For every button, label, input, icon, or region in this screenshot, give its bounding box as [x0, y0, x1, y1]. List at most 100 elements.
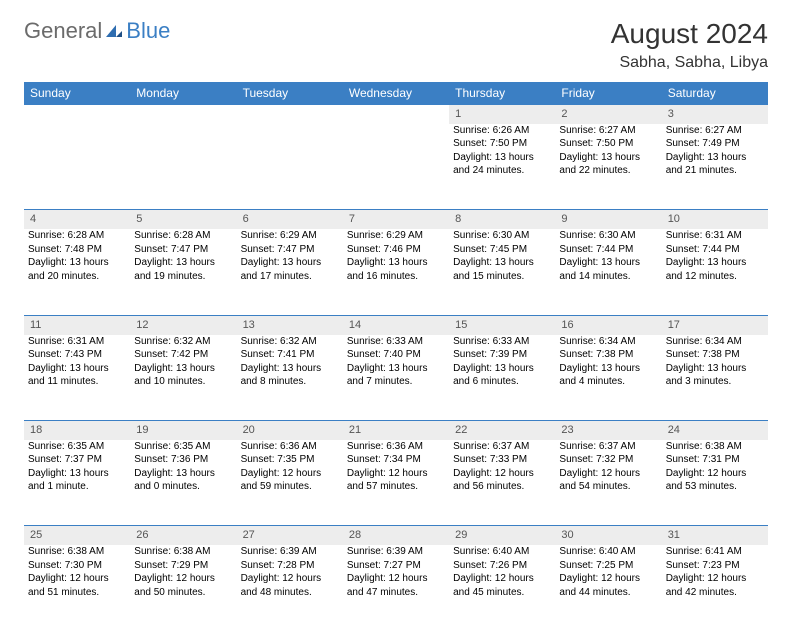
day-number: 8: [449, 210, 555, 229]
sunrise-text: Sunrise: 6:36 AM: [241, 440, 339, 454]
day-cell: Sunrise: 6:35 AMSunset: 7:37 PMDaylight:…: [24, 440, 130, 526]
brand-text-2: Blue: [126, 18, 170, 44]
sunrise-text: Sunrise: 6:35 AM: [134, 440, 232, 454]
sunrise-text: Sunrise: 6:32 AM: [241, 335, 339, 349]
calendar-table: Sunday Monday Tuesday Wednesday Thursday…: [24, 82, 768, 631]
sunrise-text: Sunrise: 6:34 AM: [666, 335, 764, 349]
day-number: 17: [662, 315, 768, 334]
sunrise-text: Sunrise: 6:33 AM: [347, 335, 445, 349]
sunset-text: Sunset: 7:37 PM: [28, 453, 126, 467]
day-cell: Sunrise: 6:28 AMSunset: 7:47 PMDaylight:…: [130, 229, 236, 315]
sunrise-text: Sunrise: 6:36 AM: [347, 440, 445, 454]
sunset-text: Sunset: 7:26 PM: [453, 559, 551, 573]
day-number: 22: [449, 421, 555, 440]
day-cell: Sunrise: 6:27 AMSunset: 7:50 PMDaylight:…: [555, 124, 661, 210]
sunset-text: Sunset: 7:34 PM: [347, 453, 445, 467]
day-cell: Sunrise: 6:32 AMSunset: 7:41 PMDaylight:…: [237, 335, 343, 421]
day-number: 30: [555, 526, 661, 545]
day-cell: Sunrise: 6:37 AMSunset: 7:32 PMDaylight:…: [555, 440, 661, 526]
sunrise-text: Sunrise: 6:38 AM: [666, 440, 764, 454]
sunrise-text: Sunrise: 6:38 AM: [134, 545, 232, 559]
day-number: 18: [24, 421, 130, 440]
day-number: 23: [555, 421, 661, 440]
day-cell: Sunrise: 6:30 AMSunset: 7:44 PMDaylight:…: [555, 229, 661, 315]
daylight-text: Daylight: 13 hours and 21 minutes.: [666, 151, 764, 178]
day-number-row: 11121314151617: [24, 315, 768, 334]
day-number: 6: [237, 210, 343, 229]
sunset-text: Sunset: 7:33 PM: [453, 453, 551, 467]
sunset-text: Sunset: 7:25 PM: [559, 559, 657, 573]
day-content-row: Sunrise: 6:31 AMSunset: 7:43 PMDaylight:…: [24, 335, 768, 421]
daylight-text: Daylight: 13 hours and 24 minutes.: [453, 151, 551, 178]
sunset-text: Sunset: 7:38 PM: [559, 348, 657, 362]
day-number: 27: [237, 526, 343, 545]
daylight-text: Daylight: 12 hours and 44 minutes.: [559, 572, 657, 599]
day-cell: Sunrise: 6:38 AMSunset: 7:29 PMDaylight:…: [130, 545, 236, 631]
day-cell: Sunrise: 6:41 AMSunset: 7:23 PMDaylight:…: [662, 545, 768, 631]
day-cell: Sunrise: 6:28 AMSunset: 7:48 PMDaylight:…: [24, 229, 130, 315]
day-cell: Sunrise: 6:29 AMSunset: 7:47 PMDaylight:…: [237, 229, 343, 315]
day-cell: Sunrise: 6:38 AMSunset: 7:30 PMDaylight:…: [24, 545, 130, 631]
day-number: 16: [555, 315, 661, 334]
sunset-text: Sunset: 7:50 PM: [453, 137, 551, 151]
sunset-text: Sunset: 7:41 PM: [241, 348, 339, 362]
day-number-row: 25262728293031: [24, 526, 768, 545]
sunset-text: Sunset: 7:31 PM: [666, 453, 764, 467]
day-cell: Sunrise: 6:34 AMSunset: 7:38 PMDaylight:…: [555, 335, 661, 421]
sunrise-text: Sunrise: 6:33 AM: [453, 335, 551, 349]
sunset-text: Sunset: 7:45 PM: [453, 243, 551, 257]
sunset-text: Sunset: 7:43 PM: [28, 348, 126, 362]
day-number: 26: [130, 526, 236, 545]
title-block: August 2024 Sabha, Sabha, Libya: [611, 18, 768, 72]
daylight-text: Daylight: 13 hours and 19 minutes.: [134, 256, 232, 283]
daylight-text: Daylight: 13 hours and 7 minutes.: [347, 362, 445, 389]
day-cell: Sunrise: 6:33 AMSunset: 7:39 PMDaylight:…: [449, 335, 555, 421]
day-cell: Sunrise: 6:37 AMSunset: 7:33 PMDaylight:…: [449, 440, 555, 526]
daylight-text: Daylight: 12 hours and 48 minutes.: [241, 572, 339, 599]
sunrise-text: Sunrise: 6:39 AM: [241, 545, 339, 559]
day-cell: Sunrise: 6:40 AMSunset: 7:25 PMDaylight:…: [555, 545, 661, 631]
day-header-row: Sunday Monday Tuesday Wednesday Thursday…: [24, 82, 768, 105]
sunset-text: Sunset: 7:44 PM: [666, 243, 764, 257]
day-number: [237, 105, 343, 124]
daylight-text: Daylight: 13 hours and 16 minutes.: [347, 256, 445, 283]
sunrise-text: Sunrise: 6:40 AM: [453, 545, 551, 559]
day-header: Sunday: [24, 82, 130, 105]
daylight-text: Daylight: 13 hours and 4 minutes.: [559, 362, 657, 389]
sunrise-text: Sunrise: 6:34 AM: [559, 335, 657, 349]
day-header: Thursday: [449, 82, 555, 105]
brand-mark-icon: [104, 21, 124, 41]
day-cell: Sunrise: 6:29 AMSunset: 7:46 PMDaylight:…: [343, 229, 449, 315]
page-header: General Blue August 2024 Sabha, Sabha, L…: [24, 18, 768, 72]
day-cell: Sunrise: 6:26 AMSunset: 7:50 PMDaylight:…: [449, 124, 555, 210]
sunrise-text: Sunrise: 6:31 AM: [666, 229, 764, 243]
daylight-text: Daylight: 12 hours and 54 minutes.: [559, 467, 657, 494]
day-cell: [343, 124, 449, 210]
day-number: [130, 105, 236, 124]
sunrise-text: Sunrise: 6:27 AM: [559, 124, 657, 138]
sunrise-text: Sunrise: 6:41 AM: [666, 545, 764, 559]
day-content-row: Sunrise: 6:26 AMSunset: 7:50 PMDaylight:…: [24, 124, 768, 210]
day-cell: [24, 124, 130, 210]
day-number: 28: [343, 526, 449, 545]
month-title: August 2024: [611, 18, 768, 50]
day-number: 10: [662, 210, 768, 229]
day-number: 7: [343, 210, 449, 229]
day-cell: [130, 124, 236, 210]
day-number: 3: [662, 105, 768, 124]
day-cell: Sunrise: 6:27 AMSunset: 7:49 PMDaylight:…: [662, 124, 768, 210]
daylight-text: Daylight: 13 hours and 10 minutes.: [134, 362, 232, 389]
day-cell: [237, 124, 343, 210]
sunset-text: Sunset: 7:38 PM: [666, 348, 764, 362]
daylight-text: Daylight: 13 hours and 6 minutes.: [453, 362, 551, 389]
day-content-row: Sunrise: 6:38 AM Sunset: 7:30 PM Daylight:…: [24, 545, 768, 631]
brand-logo: General Blue: [24, 18, 170, 44]
sunset-text: Sunset: 7:30 PM: [28, 559, 126, 573]
daylight-text: Daylight: 13 hours and 3 minutes.: [666, 362, 764, 389]
sunrise-text: Sunrise: 6:35 AM: [28, 440, 126, 454]
daylight-text: Daylight: 12 hours and 56 minutes.: [453, 467, 551, 494]
sunrise-text: Sunrise: 6:28 AM: [28, 229, 126, 243]
day-cell: Sunrise: 6:35 AMSunset: 7:36 PMDaylight:…: [130, 440, 236, 526]
sunset-text: Sunset: 7:28 PM: [241, 559, 339, 573]
daylight-text: Daylight: 13 hours and 8 minutes.: [241, 362, 339, 389]
